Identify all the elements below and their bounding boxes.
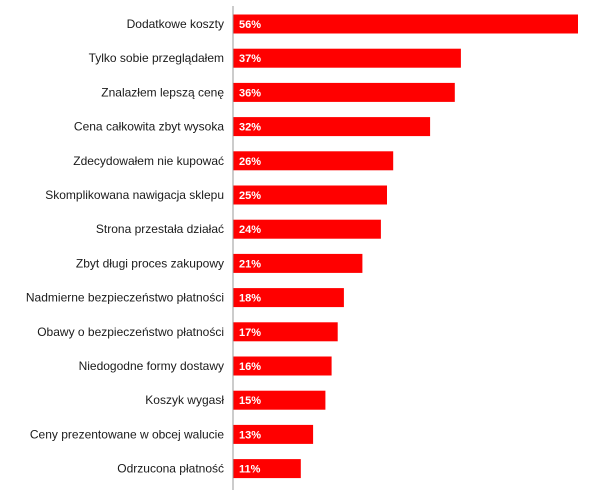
category-label: Nadmierne bezpieczeństwo płatności: [26, 291, 224, 305]
bar: [233, 424, 314, 444]
category-label: Koszyk wygasł: [145, 393, 224, 407]
bar: [233, 151, 394, 171]
bar: [233, 48, 461, 68]
value-label: 25%: [239, 190, 261, 202]
category-label: Zdecydowałem nie kupować: [73, 154, 224, 168]
bar: [233, 82, 455, 102]
bar: [233, 322, 338, 342]
value-label: 11%: [239, 464, 261, 476]
value-label: 56%: [239, 19, 261, 31]
value-label: 32%: [239, 122, 261, 134]
value-label: 13%: [239, 429, 261, 441]
category-label: Znalazłem lepszą cenę: [101, 85, 224, 99]
category-label: Obawy o bezpieczeństwo płatności: [37, 325, 224, 339]
bar: [233, 288, 344, 308]
value-label: 16%: [239, 361, 261, 373]
value-label: 24%: [239, 224, 261, 236]
bar: [233, 459, 301, 479]
bar: [233, 390, 326, 410]
bars-layer: [233, 14, 578, 479]
category-label: Odrzucona płatność: [117, 462, 224, 476]
category-labels-layer: Dodatkowe koszty Tylko sobie przeglądałem…: [26, 17, 224, 476]
bar: [233, 117, 431, 137]
value-label: 36%: [239, 87, 261, 99]
bar: [233, 219, 381, 239]
value-label: 37%: [239, 53, 261, 65]
category-label: Zbyt długi proces zakupowy: [76, 256, 224, 270]
value-label: 21%: [239, 258, 261, 270]
bar: [233, 14, 578, 34]
category-label: Strona przestała działać: [96, 222, 224, 236]
value-label: 17%: [239, 327, 261, 339]
category-label: Ceny prezentowane w obcej walucie: [30, 427, 224, 441]
value-label: 15%: [239, 395, 261, 407]
value-label: 18%: [239, 293, 261, 305]
category-label: Tylko sobie przeglądałem: [89, 51, 224, 65]
value-labels-layer: 56% 37% 36% 32% 26% 25% 24% 21% 18% 17% 16% 15% 13% 1…: [239, 19, 261, 476]
bar: [233, 356, 332, 376]
category-label: Skomplikowana nawigacja sklepu: [45, 188, 224, 202]
bar: [233, 185, 387, 205]
category-label: Niedogodne formy dostawy: [79, 359, 224, 373]
category-label: Cena całkowita zbyt wysoka: [74, 120, 224, 134]
bar: [233, 253, 363, 273]
value-label: 26%: [239, 156, 261, 168]
category-label: Dodatkowe koszty: [127, 17, 224, 31]
